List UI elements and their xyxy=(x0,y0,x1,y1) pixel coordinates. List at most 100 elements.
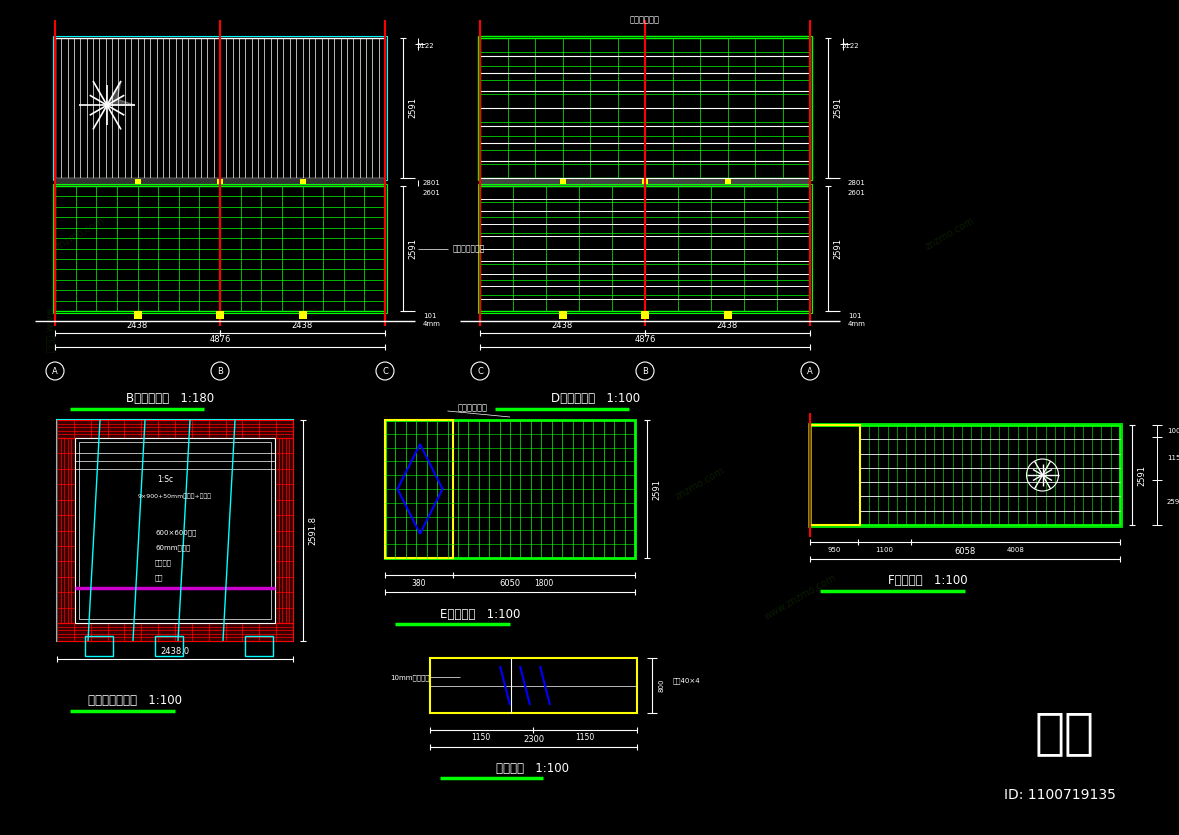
Text: 深色木塑挂板: 深色木塑挂板 xyxy=(630,16,660,24)
Text: www.znzmo.com: www.znzmo.com xyxy=(763,573,838,622)
Bar xyxy=(299,179,305,185)
Text: 1800: 1800 xyxy=(534,579,553,588)
Text: 4876: 4876 xyxy=(210,335,231,343)
Text: A: A xyxy=(52,367,58,376)
Text: F面布置图   1:100: F面布置图 1:100 xyxy=(888,574,968,588)
Bar xyxy=(808,423,1122,527)
Bar xyxy=(79,442,271,619)
Text: 知末: 知末 xyxy=(1035,709,1095,757)
Bar xyxy=(275,438,294,623)
Bar xyxy=(560,179,566,185)
Bar xyxy=(57,438,75,623)
Text: 箱体室内装修图   1:100: 箱体室内装修图 1:100 xyxy=(88,695,182,707)
Bar xyxy=(134,179,140,185)
Text: 2601: 2601 xyxy=(848,190,865,196)
Bar xyxy=(53,36,387,180)
Text: 4mm: 4mm xyxy=(848,321,865,327)
Text: 2591: 2591 xyxy=(408,238,417,259)
Text: 2591: 2591 xyxy=(408,98,417,119)
Text: 2591: 2591 xyxy=(1167,499,1179,505)
Text: 2801: 2801 xyxy=(423,180,441,186)
Text: znzmo.com: znzmo.com xyxy=(673,466,726,502)
Bar xyxy=(133,311,141,319)
Text: 雨篷详图   1:100: 雨篷详图 1:100 xyxy=(496,762,569,775)
Text: 1150: 1150 xyxy=(1167,455,1179,461)
Text: znzmo.com: znzmo.com xyxy=(53,516,106,552)
Text: 4mm: 4mm xyxy=(423,321,441,327)
Text: 知末网 www: 知末网 www xyxy=(45,307,55,352)
Text: 2591: 2591 xyxy=(834,98,843,119)
Text: D立面布置图   1:100: D立面布置图 1:100 xyxy=(551,392,640,406)
Bar xyxy=(480,178,810,186)
Bar xyxy=(245,636,274,656)
Text: 60mm挤塑板: 60mm挤塑板 xyxy=(154,544,190,551)
Text: 2438: 2438 xyxy=(717,321,738,330)
Bar xyxy=(477,184,812,313)
Text: 方管40×4: 方管40×4 xyxy=(673,677,700,684)
Text: A: A xyxy=(808,367,812,376)
Text: ID: 1100719135: ID: 1100719135 xyxy=(1005,788,1117,802)
Text: 5122: 5122 xyxy=(841,43,858,49)
Text: 1100: 1100 xyxy=(875,547,894,553)
Text: 2801: 2801 xyxy=(848,180,865,186)
Text: 6050: 6050 xyxy=(500,579,521,589)
Text: znzmo.com: znzmo.com xyxy=(923,215,976,252)
Bar xyxy=(810,425,859,525)
Bar xyxy=(75,438,275,623)
Bar xyxy=(55,178,386,186)
Text: 1:Sc: 1:Sc xyxy=(157,475,173,484)
Text: 防潮处理: 防潮处理 xyxy=(154,559,172,566)
Text: B: B xyxy=(643,367,648,376)
Text: E面布置图   1:100: E面布置图 1:100 xyxy=(440,608,520,620)
Bar xyxy=(154,636,183,656)
Text: 380: 380 xyxy=(411,579,426,588)
Text: 2438.0: 2438.0 xyxy=(160,646,190,655)
Text: 1150: 1150 xyxy=(472,733,490,742)
Bar xyxy=(386,420,453,558)
Text: 2438: 2438 xyxy=(127,321,149,330)
Text: znzmo.com: znzmo.com xyxy=(204,585,256,622)
Text: 9×900+50mm鱼肚板+石膏板: 9×900+50mm鱼肚板+石膏板 xyxy=(138,493,212,498)
Text: znzmo.com: znzmo.com xyxy=(53,215,106,252)
Bar xyxy=(275,438,294,623)
Text: 101: 101 xyxy=(423,313,436,319)
Bar xyxy=(298,311,307,319)
Text: 5122: 5122 xyxy=(416,43,434,49)
Text: 600×600瓷砖: 600×600瓷砖 xyxy=(154,529,197,536)
Text: 详见雨篷图线: 详见雨篷图线 xyxy=(457,403,487,412)
Text: 2591.8: 2591.8 xyxy=(309,516,317,545)
Bar xyxy=(85,636,113,656)
Text: 101: 101 xyxy=(848,313,862,319)
Bar xyxy=(430,658,637,713)
Text: 4008: 4008 xyxy=(1007,547,1025,553)
Text: C: C xyxy=(477,367,483,376)
Text: 2438: 2438 xyxy=(292,321,314,330)
Text: C: C xyxy=(382,367,388,376)
Bar xyxy=(217,179,223,185)
Text: 1150: 1150 xyxy=(575,733,594,742)
Bar xyxy=(480,38,810,178)
Bar xyxy=(57,420,294,438)
Bar xyxy=(480,186,810,311)
Bar xyxy=(55,186,386,311)
Text: 100: 100 xyxy=(1167,428,1179,434)
Bar xyxy=(53,184,387,313)
Bar xyxy=(641,311,648,319)
Bar xyxy=(55,178,386,186)
Text: 800: 800 xyxy=(658,679,664,692)
Bar xyxy=(477,36,812,180)
Text: 2438: 2438 xyxy=(552,321,573,330)
Text: 2591: 2591 xyxy=(834,238,843,259)
Bar xyxy=(559,311,566,319)
Bar xyxy=(57,420,294,438)
Bar xyxy=(57,438,75,623)
Text: 地板: 地板 xyxy=(154,574,164,581)
Text: 10mm钢化玻璃: 10mm钢化玻璃 xyxy=(390,674,429,681)
Text: 6058: 6058 xyxy=(954,546,976,555)
Text: 2300: 2300 xyxy=(523,735,544,743)
Polygon shape xyxy=(107,81,136,105)
Bar xyxy=(55,38,386,178)
Bar xyxy=(57,420,294,641)
Text: B: B xyxy=(217,367,223,376)
Bar xyxy=(725,179,731,185)
